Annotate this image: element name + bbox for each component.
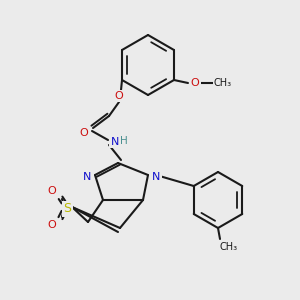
Text: O: O <box>80 128 88 138</box>
Text: N: N <box>111 137 119 147</box>
Text: H: H <box>120 136 128 146</box>
Text: O: O <box>48 220 56 230</box>
Text: O: O <box>190 78 200 88</box>
Text: CH₃: CH₃ <box>214 78 232 88</box>
Text: N: N <box>83 172 91 182</box>
Text: O: O <box>48 186 56 196</box>
Text: CH₃: CH₃ <box>220 242 238 252</box>
Text: O: O <box>115 91 123 101</box>
Text: S: S <box>63 202 71 215</box>
Text: N: N <box>152 172 160 182</box>
